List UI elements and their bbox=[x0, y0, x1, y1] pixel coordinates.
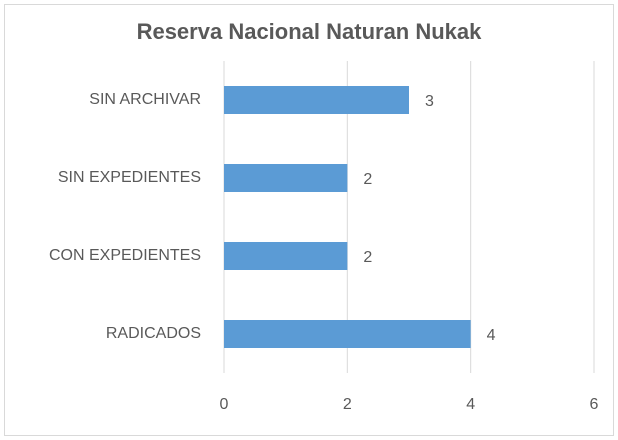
x-tick-label: 4 bbox=[466, 396, 475, 413]
chart-border bbox=[4, 4, 614, 436]
y-tick-label: SIN EXPEDIENTES bbox=[58, 169, 201, 186]
bar bbox=[224, 242, 348, 270]
x-tick-label: 6 bbox=[590, 396, 599, 413]
bar bbox=[224, 320, 471, 348]
x-tick-label: 0 bbox=[220, 396, 229, 413]
chart-title: Reserva Nacional Naturan Nukak bbox=[137, 19, 483, 44]
bar bbox=[224, 164, 348, 192]
data-label: 3 bbox=[425, 93, 434, 110]
bar bbox=[224, 86, 409, 114]
y-tick-label: CON EXPEDIENTES bbox=[49, 247, 201, 264]
data-label: 2 bbox=[363, 249, 372, 266]
y-tick-label: SIN ARCHIVAR bbox=[89, 91, 201, 108]
x-tick-label: 2 bbox=[343, 396, 352, 413]
y-tick-label: RADICADOS bbox=[106, 325, 201, 342]
data-label: 4 bbox=[487, 327, 496, 344]
data-label: 2 bbox=[363, 171, 372, 188]
